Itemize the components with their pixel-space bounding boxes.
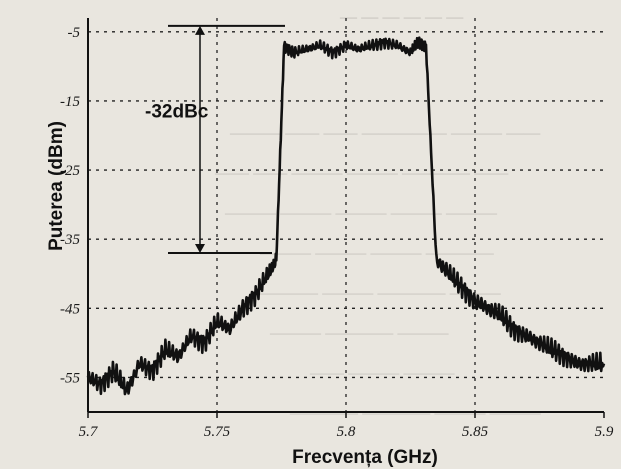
y-tick-label: -5 (68, 25, 81, 41)
svg-text:—— —— ——— ——— ———— ——: —— —— ——— ——— ———— —— (214, 163, 509, 182)
y-tick-label: -45 (60, 301, 80, 317)
x-tick-labels: 5.7 5.75 5.8 5.85 5.9 (79, 424, 614, 440)
grid-lines (88, 18, 604, 412)
y-tick-labels: -5 -15 -25 -35 -45 -55 (60, 25, 80, 387)
y-tick-label: -15 (60, 94, 80, 110)
y-tick-label: -55 (60, 370, 80, 386)
x-tick-label: 5.7 (79, 424, 99, 440)
svg-text:— — — — — —: — — — — — — (339, 7, 464, 26)
series-lines (86, 36, 606, 396)
y-tick-label: -35 (60, 232, 80, 248)
x-tick-label: 5.85 (462, 424, 489, 440)
annotation-arrow-up (195, 25, 205, 35)
svg-text:——— —— —— ————— ——— ——: ——— —— —— ————— ——— —— (229, 123, 541, 142)
x-tick-label: 5.75 (204, 424, 231, 440)
dbc-annotation: -32dBc (145, 24, 285, 255)
y-tick-label: -25 (60, 163, 80, 179)
x-axis-label: Frecvența (GHz) (292, 447, 438, 468)
annotation-label: -32dBc (145, 101, 209, 122)
svg-text:——— ——— ——— ——— ———: ——— ——— ——— ——— ——— (224, 203, 498, 222)
series-line (86, 36, 606, 396)
svg-text:———— ——— ———— ———: ———— ——— ———— ——— (249, 283, 502, 302)
y-axis-label: Puterea (dBm) (46, 121, 67, 251)
svg-text:——— ———— ———: ——— ———— ——— (269, 323, 450, 342)
x-tick-label: 5.8 (337, 424, 356, 440)
annotation-arrow-down (195, 244, 205, 254)
x-tick-label: 5.9 (595, 424, 614, 440)
axes (87, 18, 605, 418)
